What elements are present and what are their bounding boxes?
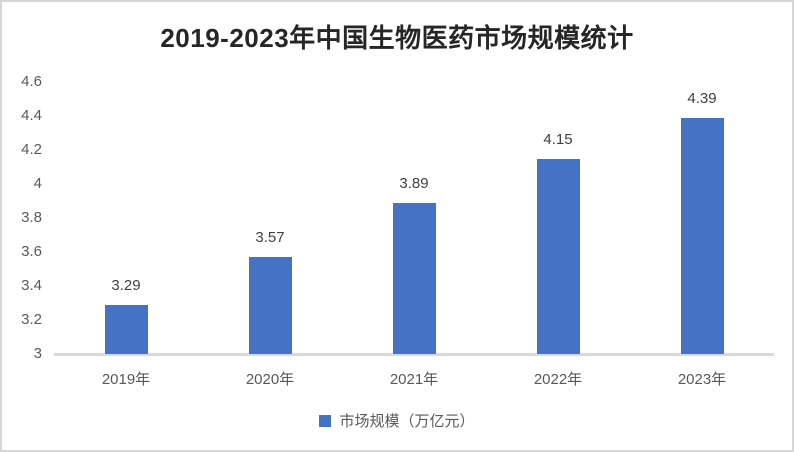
bar — [248, 257, 292, 354]
y-axis-tick-label: 3 — [33, 345, 42, 362]
legend-label: 市场规模（万亿元） — [339, 413, 475, 430]
y-axis-tick-label: 4.4 — [21, 107, 42, 124]
x-axis-category-label: 2023年 — [677, 371, 727, 388]
y-axis-tick-label: 4.2 — [21, 141, 42, 158]
bar-value-label: 4.39 — [687, 89, 717, 107]
y-axis-tick-label: 3.8 — [21, 209, 42, 226]
y-axis-tick-label: 3.4 — [21, 277, 42, 294]
legend-marker-square — [319, 414, 332, 427]
bar — [392, 202, 436, 354]
bar — [536, 158, 580, 354]
bar-value-label: 3.89 — [399, 174, 429, 192]
legend: 市场规模（万亿元） — [2, 410, 792, 431]
x-axis-category-label: 2021年 — [389, 371, 439, 388]
bar-value-label: 3.29 — [111, 276, 141, 294]
y-axis-tick-label: 3.2 — [21, 311, 42, 328]
x-axis-category-label: 2019年 — [101, 371, 151, 388]
x-axis-line — [54, 353, 774, 356]
chart-title: 2019-2023年中国生物医药市场规模统计 — [160, 23, 634, 53]
x-axis-category-label: 2020年 — [245, 371, 295, 388]
y-axis-tick-label: 3.6 — [21, 243, 42, 260]
y-axis-tick-label: 4.6 — [21, 73, 42, 90]
bar — [680, 117, 724, 354]
bar-value-label: 3.57 — [255, 229, 285, 247]
y-axis-tick-label: 4 — [33, 175, 42, 192]
bar — [104, 304, 148, 354]
x-axis-category-label: 2022年 — [533, 371, 583, 388]
bar-value-label: 4.15 — [543, 130, 573, 148]
